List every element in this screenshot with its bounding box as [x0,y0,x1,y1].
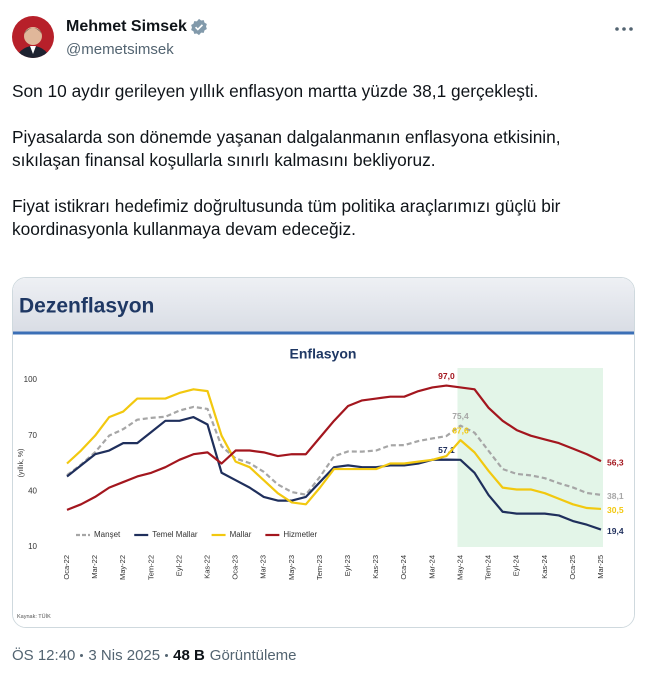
author-handle[interactable]: @memetsimsek [66,41,174,58]
x-tick-label: May-22 [118,555,127,580]
value-label: 97,0 [438,371,455,381]
tweet-text: Son 10 aydır gerileyen yıllık enflasyon … [12,80,632,264]
views-label: Görüntüleme [209,647,297,664]
view-count: 48 B [173,647,205,664]
x-tick-label: Mar-23 [259,555,268,579]
y-axis-label: (yıllık, %) [18,449,25,478]
series-line [66,388,602,511]
header-band [13,278,634,332]
x-tick-label: Eyl-23 [343,555,352,576]
value-label: 75,4 [452,411,469,421]
series-line [66,384,602,511]
value-label: 30,5 [607,505,624,515]
tweet-paragraph: Piyasalarda son dönemde yaşanan dalgalan… [12,127,561,170]
x-tick-label: Mar-22 [90,555,99,579]
value-label: 19,4 [607,526,624,536]
tweet-footer: ÖS 12:40 3 Nis 2025 48 B Görüntüleme [12,647,297,664]
x-tick-label: Tem-22 [146,555,155,580]
x-tick-label: Kas-22 [203,555,212,579]
x-tick-label: Tem-24 [484,555,493,580]
source-note: Kaynak: TÜİK [17,613,51,620]
chart-title: Enflasyon [290,346,357,362]
post-time[interactable]: ÖS 12:40 [12,647,76,664]
verified-badge [191,18,207,36]
series-line [66,416,602,531]
y-tick-label: 70 [28,431,37,440]
x-tick-label: May-24 [455,555,464,580]
header-title: Dezenflasyon [19,295,154,318]
chart: Dezenflasyon Enflasyon (yıllık, %) Kayna… [13,278,634,627]
y-tick-label: 10 [28,542,37,551]
x-tick-label: Oca-22 [62,555,71,580]
y-tick-label: 40 [28,486,37,495]
media-card[interactable]: Dezenflasyon Enflasyon (yıllık, %) Kayna… [12,277,635,628]
x-tick-label: Tem-23 [315,555,324,580]
series-line [66,405,602,496]
y-tick-label: 100 [24,375,38,384]
x-tick-label: May-23 [287,555,296,580]
x-tick-label: Oca-23 [231,555,240,580]
x-tick-label: Eyl-24 [512,555,521,576]
x-tick-label: Kas-24 [540,555,549,579]
more-button[interactable] [614,26,634,32]
x-tick-label: Oca-25 [568,555,577,580]
tweet-paragraph: Fiyat istikrarı hedefimiz doğrultusunda … [12,196,561,239]
legend-label: Temel Mallar [152,530,198,539]
x-tick-label: Mar-25 [596,555,605,579]
x-tick-label: Eyl-22 [174,555,183,576]
avatar[interactable] [12,16,54,58]
author-name[interactable]: Mehmet Simsek [66,18,187,35]
x-tick-label: Kas-23 [371,555,380,579]
avatar-image [12,16,54,58]
x-tick-label: Mar-24 [427,555,436,579]
legend-label: Mallar [230,530,252,539]
value-label: 67,6 [452,425,469,435]
separator-dot [165,654,169,657]
post-date[interactable]: 3 Nis 2025 [88,647,161,664]
separator-dot [80,654,84,657]
tweet-paragraph: Son 10 aydır gerileyen yıllık enflasyon … [12,81,539,101]
legend-label: Hizmetler [283,530,317,539]
value-label: 57,1 [438,445,455,455]
value-label: 38,1 [607,491,624,501]
legend-label: Manşet [94,530,121,539]
x-tick-label: Oca-24 [399,555,408,580]
value-label: 56,3 [607,457,624,467]
